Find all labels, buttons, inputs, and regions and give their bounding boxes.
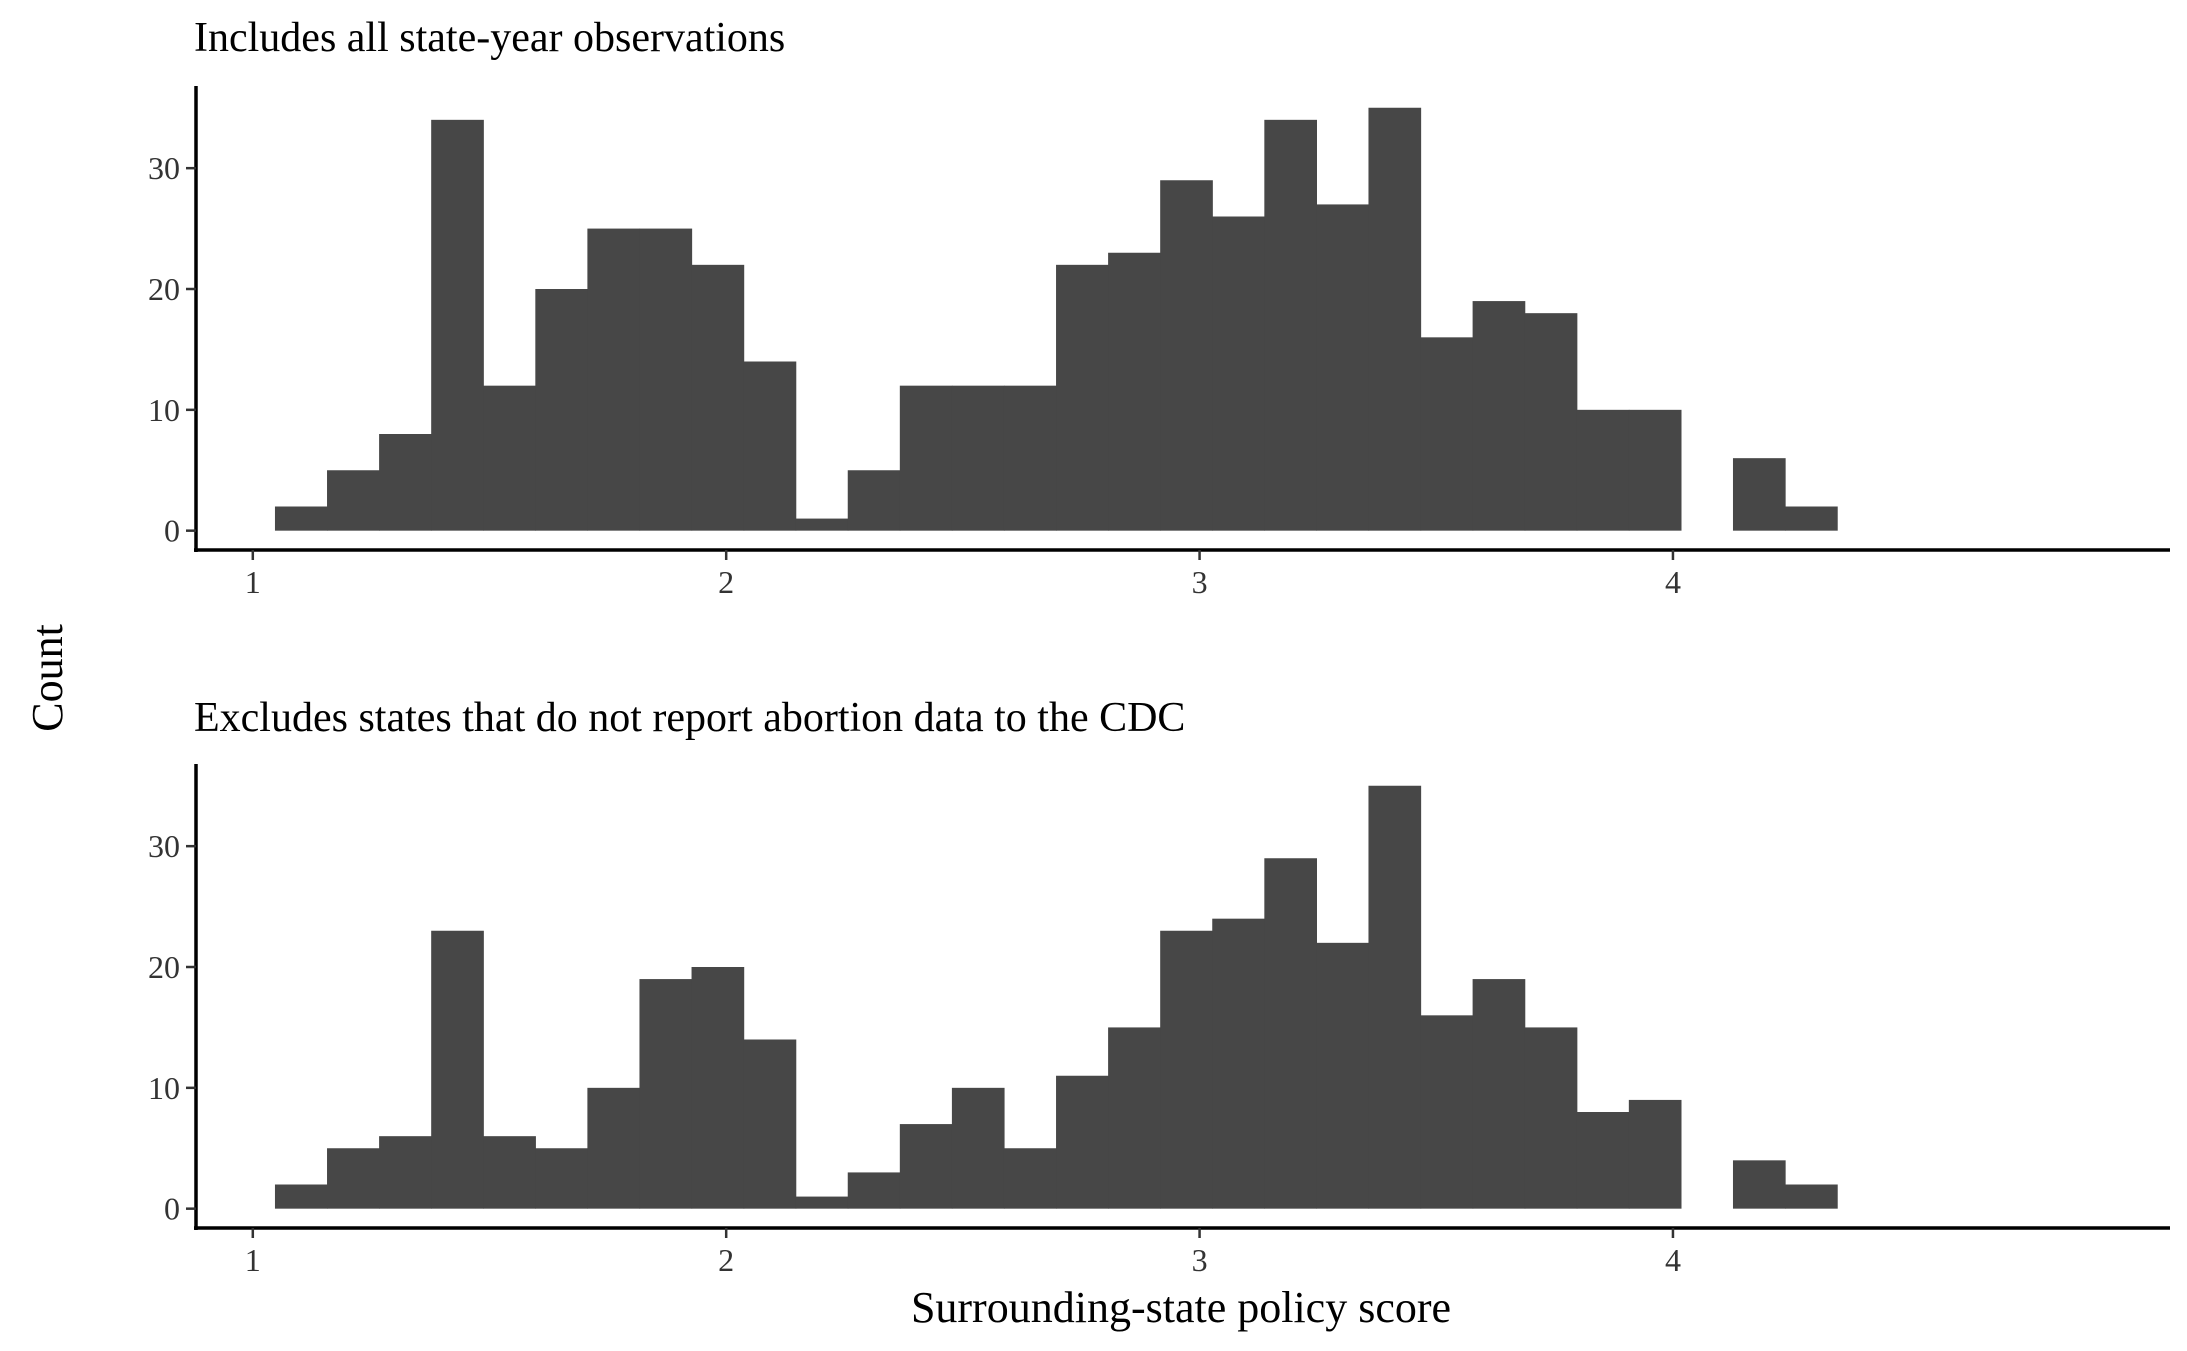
bar-all-observations-bin-4 — [431, 119, 484, 531]
bar-cdc-reporting-bin-2 — [327, 1148, 380, 1209]
y-tick-label-cdc-reporting-0: 0 — [164, 1191, 180, 1227]
bar-all-observations-bin-19 — [1212, 216, 1265, 531]
x-tick-label-cdc-reporting-2: 2 — [718, 1242, 734, 1278]
bar-all-observations-bin-26 — [1576, 409, 1630, 531]
bar-cdc-reporting-bin-19 — [1212, 918, 1265, 1209]
bar-all-observations-bin-23 — [1420, 337, 1474, 531]
bar-cdc-reporting-bin-11 — [795, 1196, 849, 1209]
panel-title-cdc-reporting: Excludes states that do not report abort… — [194, 695, 1185, 741]
y-ticks-cdc-reporting: 0 10 20 30 — [148, 828, 196, 1227]
bar-cdc-reporting-bin-8 — [639, 979, 693, 1209]
bar-all-observations-bin-16 — [1056, 264, 1109, 531]
bar-all-observations-bin-30 — [1785, 506, 1838, 531]
x-axis-title: Surrounding-state policy score — [911, 1283, 1451, 1332]
bar-all-observations-bin-11 — [795, 518, 849, 531]
bar-all-observations-bin-7 — [587, 228, 641, 531]
panel-title-all-observations: Includes all state-year observations — [194, 15, 785, 61]
bar-all-observations-bin-8 — [639, 228, 693, 531]
x-ticks-cdc-reporting: 1 2 3 4 — [245, 1228, 1681, 1278]
bar-cdc-reporting-bin-21 — [1316, 942, 1370, 1209]
x-tick-label-all-observations-3: 3 — [1192, 564, 1208, 600]
bar-cdc-reporting-bin-30 — [1785, 1184, 1838, 1209]
bar-all-observations-bin-9 — [691, 264, 745, 531]
bar-all-observations-bin-10 — [743, 361, 797, 531]
y-tick-label-all-observations-0: 0 — [164, 513, 180, 549]
bar-all-observations-bin-29 — [1732, 458, 1786, 531]
bar-cdc-reporting-bin-25 — [1524, 1027, 1578, 1209]
bar-all-observations-bin-12 — [847, 470, 901, 531]
y-tick-label-cdc-reporting-30: 30 — [148, 828, 180, 864]
bar-cdc-reporting-bin-1 — [274, 1184, 328, 1209]
bar-cdc-reporting-bin-29 — [1732, 1160, 1786, 1209]
bar-cdc-reporting-bin-5 — [483, 1136, 536, 1209]
bar-all-observations-bin-21 — [1316, 204, 1370, 531]
panel-cdc-reporting: Excludes states that do not report abort… — [148, 695, 2170, 1278]
bar-all-observations-bin-14 — [951, 385, 1005, 531]
bar-all-observations-bin-5 — [483, 385, 536, 531]
bar-all-observations-bin-27 — [1628, 409, 1682, 531]
bars-all-observations — [274, 107, 1838, 531]
x-tick-label-cdc-reporting-4: 4 — [1665, 1242, 1681, 1278]
x-tick-label-all-observations-4: 4 — [1665, 564, 1681, 600]
y-axis-title: Count — [23, 624, 72, 732]
bar-cdc-reporting-bin-27 — [1628, 1099, 1682, 1209]
bars-cdc-reporting — [274, 785, 1838, 1209]
bar-all-observations-bin-3 — [379, 434, 432, 531]
bar-all-observations-bin-25 — [1524, 313, 1578, 531]
bar-cdc-reporting-bin-15 — [1003, 1148, 1057, 1209]
y-tick-label-cdc-reporting-20: 20 — [148, 949, 180, 985]
bar-cdc-reporting-bin-23 — [1420, 1015, 1474, 1209]
y-tick-label-all-observations-20: 20 — [148, 271, 180, 307]
bar-cdc-reporting-bin-14 — [951, 1087, 1005, 1209]
x-tick-label-cdc-reporting-3: 3 — [1192, 1242, 1208, 1278]
x-ticks-all-observations: 1 2 3 4 — [245, 550, 1681, 600]
bar-cdc-reporting-bin-10 — [743, 1039, 797, 1209]
bar-all-observations-bin-17 — [1108, 252, 1161, 531]
bar-cdc-reporting-bin-20 — [1264, 858, 1317, 1209]
bar-cdc-reporting-bin-22 — [1368, 785, 1422, 1209]
bar-all-observations-bin-15 — [1003, 385, 1057, 531]
bar-all-observations-bin-6 — [535, 289, 588, 531]
y-tick-label-all-observations-30: 30 — [148, 150, 180, 186]
bar-cdc-reporting-bin-12 — [847, 1172, 901, 1209]
bar-all-observations-bin-13 — [899, 385, 953, 531]
x-tick-label-cdc-reporting-1: 1 — [245, 1242, 261, 1278]
x-tick-label-all-observations-1: 1 — [245, 564, 261, 600]
bar-cdc-reporting-bin-4 — [431, 930, 484, 1209]
bar-cdc-reporting-bin-17 — [1108, 1027, 1161, 1209]
bar-cdc-reporting-bin-3 — [379, 1136, 432, 1209]
bar-cdc-reporting-bin-9 — [691, 967, 745, 1209]
bar-cdc-reporting-bin-6 — [535, 1148, 588, 1209]
bar-cdc-reporting-bin-13 — [899, 1124, 953, 1209]
bar-cdc-reporting-bin-16 — [1056, 1075, 1109, 1209]
bar-all-observations-bin-18 — [1160, 180, 1213, 531]
bar-cdc-reporting-bin-24 — [1472, 979, 1526, 1209]
bar-all-observations-bin-20 — [1264, 119, 1317, 531]
bar-cdc-reporting-bin-18 — [1160, 930, 1213, 1209]
y-tick-label-cdc-reporting-10: 10 — [148, 1070, 180, 1106]
y-ticks-all-observations: 0 10 20 30 — [148, 150, 196, 549]
y-tick-label-all-observations-10: 10 — [148, 392, 180, 428]
bar-all-observations-bin-24 — [1472, 301, 1526, 531]
x-tick-label-all-observations-2: 2 — [718, 564, 734, 600]
bar-cdc-reporting-bin-26 — [1576, 1112, 1630, 1209]
bar-cdc-reporting-bin-7 — [587, 1087, 641, 1209]
panel-all-observations: Includes all state-year observations 010… — [148, 15, 2170, 600]
bar-all-observations-bin-1 — [274, 506, 328, 531]
bar-all-observations-bin-2 — [327, 470, 380, 531]
bar-all-observations-bin-22 — [1368, 107, 1422, 531]
